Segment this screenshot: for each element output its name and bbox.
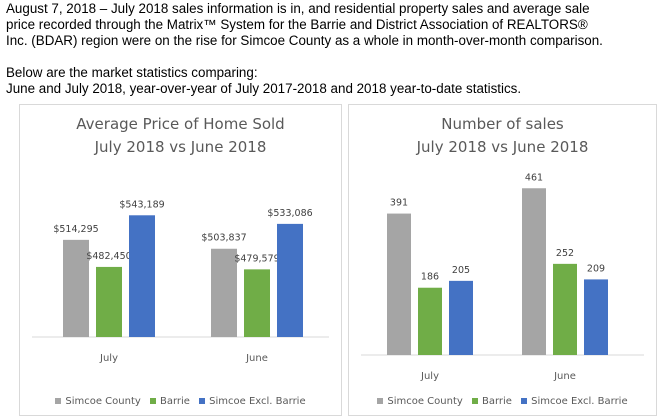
legend-swatch [521,398,528,404]
category-label: July [99,353,118,364]
plot-area: 391 186 205 July 461 252 209 June [361,172,644,382]
chart-subtitle: July 2018 vs June 2018 [94,138,267,156]
category-label: July [420,371,439,382]
bar-simcoe-july [387,213,411,355]
legend-item-simcoe: Simcoe County [55,396,141,407]
data-label: $514,295 [53,224,98,235]
intro-text: August 7, 2018 – July 2018 sales informa… [6,1,656,97]
data-label: 252 [556,248,574,259]
data-label: 391 [390,198,408,209]
intro-line: June and July 2018, year-over-year of Ju… [6,81,522,96]
legend-swatch [199,398,206,404]
intro-line: Below are the market statistics comparin… [6,65,258,80]
data-label: $503,837 [201,233,246,244]
legend-swatch [471,398,478,404]
legend-item-simcoe: Simcoe County [377,396,463,407]
chart-subtitle: July 2018 vs June 2018 [416,138,589,156]
data-label: 209 [587,263,605,274]
legend-label: Barrie [159,396,190,407]
data-label: $479,579 [234,253,279,264]
bar-excl-july [129,215,155,337]
bar-barrie-june [553,263,577,355]
data-label: $482,450 [86,251,131,262]
bar-barrie-june [244,269,270,337]
legend-swatch [149,398,156,404]
legend-item-excl: Simcoe Excl. Barrie [521,396,628,407]
legend-label: Simcoe County [387,396,463,407]
legend-item-barrie: Barrie [471,396,512,407]
number-of-sales-chart: Number of sales July 2018 vs June 2018 3… [348,104,657,416]
legend-label: Simcoe Excl. Barrie [209,396,306,407]
bar-simcoe-june [522,188,546,355]
legend-item-excl: Simcoe Excl. Barrie [199,396,306,407]
chart-title: Average Price of Home Sold [76,115,285,133]
legend-label: Barrie [481,396,512,407]
intro-line: August 7, 2018 – July 2018 sales informa… [6,1,590,16]
bar-simcoe-june [211,248,237,337]
legend-swatch [55,398,62,404]
legend-label: Simcoe County [65,396,141,407]
category-label: June [553,371,576,382]
bar-simcoe-july [63,239,89,337]
data-label: $543,189 [119,199,164,210]
data-label: 205 [452,265,470,276]
intro-line: Inc. (BDAR) region were on the rise for … [6,33,603,48]
legend: Simcoe County Barrie Simcoe Excl. Barrie [20,396,341,407]
plot-area: $514,295 $482,450 $543,189 July $503,837 $479… [32,199,329,364]
legend: Simcoe County Barrie Simcoe Excl. Barrie [349,396,656,407]
legend-swatch [377,398,384,404]
average-price-chart: Average Price of Home Sold July 2018 vs … [19,104,342,416]
bar-barrie-july [96,266,122,337]
bar-excl-june [584,279,608,355]
legend-label: Simcoe Excl. Barrie [531,396,628,407]
chart-title: Number of sales [441,115,564,133]
category-label: June [245,353,268,364]
data-label: 186 [421,272,439,283]
data-label: $533,086 [267,208,312,219]
bar-excl-july [449,280,473,355]
bar-barrie-july [418,287,442,355]
data-label: 461 [525,172,543,183]
legend-item-barrie: Barrie [149,396,190,407]
bar-excl-june [277,223,303,337]
intro-line: price recorded through the Matrix™ Syste… [6,17,588,32]
